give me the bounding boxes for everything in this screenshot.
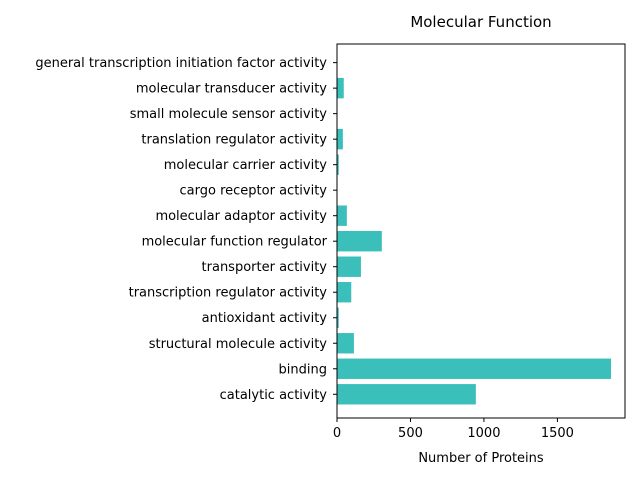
y-tick-label: structural molecule activity [149, 337, 328, 352]
y-tick-label: molecular transducer activity [136, 82, 327, 97]
bar-transcription-regulator-activity [337, 282, 352, 303]
bar-molecular-function-regulator [337, 231, 382, 252]
y-tick-label: molecular carrier activity [164, 158, 328, 173]
bar-antioxidant-activity [337, 307, 339, 328]
bar-molecular-carrier-activity [337, 154, 339, 175]
bar-catalytic-activity [337, 384, 476, 405]
y-tick-label: molecular function regulator [142, 235, 328, 250]
x-tick-label: 1000 [467, 426, 500, 441]
y-tick-label: small molecule sensor activity [130, 107, 328, 122]
x-tick-label: 1500 [541, 426, 574, 441]
plot-frame [336, 43, 626, 419]
bar-structural-molecule-activity [337, 333, 354, 354]
y-tick-label: translation regulator activity [141, 133, 327, 148]
bar-molecular-adaptor-activity [337, 205, 347, 226]
y-tick-label: transcription regulator activity [129, 286, 328, 301]
x-axis-label: Number of Proteins [418, 451, 544, 466]
x-axis-ticks: 0 500 1000 1500 [333, 418, 574, 441]
bar-binding [337, 358, 612, 379]
bar-translation-regulator-activity [337, 128, 343, 150]
x-tick-label: 0 [333, 426, 341, 441]
y-tick-label: molecular adaptor activity [155, 209, 327, 224]
bar-transporter-activity [337, 256, 361, 277]
y-tick-label: antioxidant activity [202, 311, 328, 326]
x-tick-label: 500 [398, 426, 423, 441]
y-axis-ticks: catalytic activity binding structural mole… [35, 56, 337, 403]
y-tick-label: cargo receptor activity [180, 184, 328, 199]
y-tick-label: transporter activity [202, 260, 328, 275]
bars-group [337, 52, 612, 405]
chart-title: Molecular Function [410, 13, 551, 31]
bar-molecular-transducer-activity [337, 77, 344, 99]
y-tick-label: binding [279, 362, 327, 377]
y-tick-label: general transcription initiation factor … [35, 56, 327, 71]
y-tick-label: catalytic activity [220, 388, 328, 403]
